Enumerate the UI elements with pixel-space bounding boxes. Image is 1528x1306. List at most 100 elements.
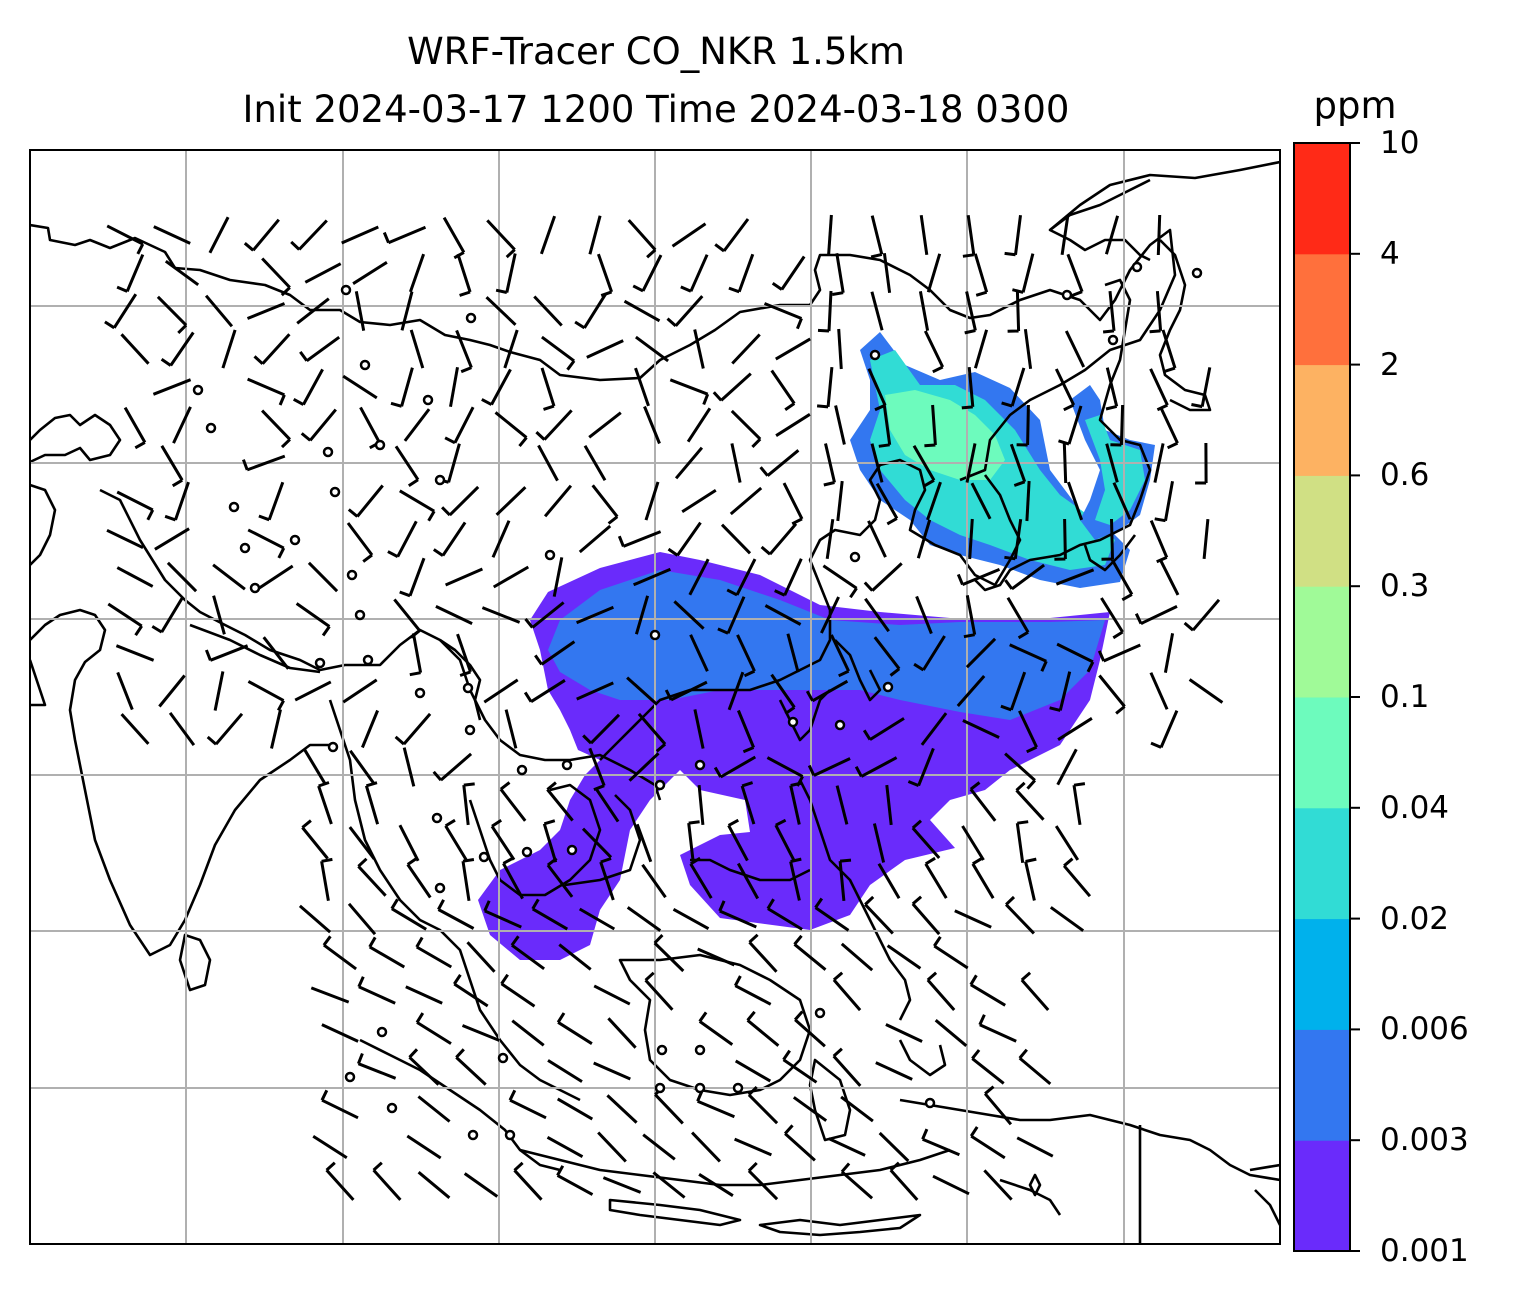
colorbar-tick-label: 0.04 <box>1380 789 1450 826</box>
wind-barb <box>687 820 700 864</box>
wind-barb <box>390 367 414 408</box>
wind-barb <box>408 1048 440 1086</box>
wind-barb <box>409 329 425 369</box>
wind-barb <box>961 825 985 861</box>
wind-barb <box>933 935 969 970</box>
colorbar-segment <box>1294 918 1350 1030</box>
wind-barb <box>793 1010 826 1048</box>
wind-barb <box>342 374 378 400</box>
wind-barb <box>1049 671 1072 712</box>
wind-barb <box>759 449 800 477</box>
calm-wind-circle <box>239 542 251 554</box>
colorbar-unit-label: ppm <box>1313 84 1397 127</box>
wind-barb <box>635 335 669 363</box>
wind-barb <box>321 1023 359 1043</box>
wind-barb <box>1097 643 1141 663</box>
wind-barb <box>400 291 414 331</box>
wind-barb <box>978 1014 1017 1043</box>
wind-barb <box>455 329 473 374</box>
wind-barb <box>406 1134 442 1160</box>
colorbar-segment <box>1294 586 1350 698</box>
calm-wind-circle <box>192 384 204 396</box>
wind-barb <box>641 863 667 899</box>
wind-barb <box>508 1089 547 1120</box>
wind-barb <box>1004 563 1045 591</box>
wind-barb <box>1158 558 1180 596</box>
wind-barb <box>789 857 802 901</box>
wind-barb <box>617 530 662 548</box>
wind-barb <box>499 781 527 822</box>
wind-barb <box>840 942 874 972</box>
wind-barb <box>832 971 862 1012</box>
wind-barb <box>492 565 530 589</box>
wind-barb <box>643 405 661 445</box>
colorbar-segment <box>1294 1029 1350 1141</box>
calm-wind-circle <box>814 1007 826 1019</box>
wind-barb <box>347 902 377 936</box>
wind-barb <box>582 713 621 745</box>
wind-barb <box>889 1161 919 1201</box>
wind-barb <box>243 218 280 252</box>
wind-barb <box>671 222 707 248</box>
wind-barb <box>1150 710 1179 749</box>
wind-barb <box>258 481 285 522</box>
wind-barb <box>258 564 294 590</box>
wind-barb <box>164 481 190 522</box>
wind-barb <box>1005 895 1035 935</box>
wind-barb <box>921 1128 960 1157</box>
wind-barb <box>864 597 890 633</box>
wind-barb <box>524 601 565 629</box>
wind-barb <box>399 489 436 522</box>
wind-barb <box>1054 825 1080 861</box>
wind-barb <box>1105 443 1119 483</box>
wind-barb <box>672 907 710 931</box>
gridlines <box>30 150 1280 1244</box>
wind-barb <box>971 1049 1005 1085</box>
wind-barb <box>867 520 887 558</box>
wind-barb <box>481 368 512 406</box>
wind-barb <box>591 484 619 525</box>
wind-barb <box>963 595 977 639</box>
wind-barb <box>786 633 800 673</box>
wind-barb <box>728 253 755 294</box>
wind-barb <box>352 261 388 285</box>
wind-barb <box>394 445 420 487</box>
wind-barb <box>770 369 796 411</box>
wind-barb <box>456 633 472 677</box>
wind-barb <box>714 218 750 253</box>
wind-barb <box>783 1124 816 1162</box>
wind-barb <box>717 596 746 635</box>
wind-barb <box>120 333 150 365</box>
calm-wind-circle <box>374 439 386 451</box>
wind-barb <box>971 856 995 899</box>
wind-barb <box>432 521 467 557</box>
wind-barb <box>417 1171 451 1199</box>
wind-barb <box>444 406 475 445</box>
wind-barb <box>1055 568 1095 586</box>
colorbar-tick-label: 0.1 <box>1380 679 1430 715</box>
wind-barb <box>390 898 427 931</box>
wind-barb <box>299 335 341 363</box>
wind-barb <box>394 712 432 746</box>
wind-barb <box>792 1096 828 1122</box>
wind-barb <box>766 898 803 931</box>
wind-barb <box>164 259 200 287</box>
wind-barb <box>673 600 705 630</box>
wind-barbs <box>104 214 1224 1201</box>
wind-barb <box>730 409 762 448</box>
wind-barb <box>970 482 992 520</box>
wind-barb <box>597 1131 627 1163</box>
wind-barb <box>956 675 986 707</box>
wind-barb <box>346 522 374 563</box>
coast-line <box>30 413 122 464</box>
wind-barb <box>962 214 976 258</box>
wind-barb <box>387 520 418 559</box>
wind-barb <box>782 482 804 526</box>
wind-barb <box>541 335 576 371</box>
wind-barb <box>1156 214 1162 256</box>
coast-line <box>834 639 882 702</box>
wind-barb <box>713 755 757 779</box>
calm-wind-circle <box>1131 261 1143 273</box>
wind-barb <box>698 1173 734 1197</box>
calm-wind-circle <box>414 687 426 699</box>
